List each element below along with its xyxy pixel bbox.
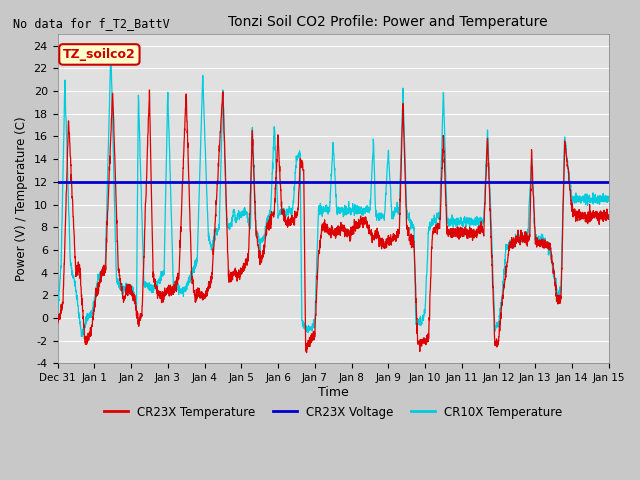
Y-axis label: Power (V) / Temperature (C): Power (V) / Temperature (C) bbox=[15, 117, 28, 281]
Title: Tonzi Soil CO2 Profile: Power and Temperature: Tonzi Soil CO2 Profile: Power and Temper… bbox=[228, 15, 548, 29]
X-axis label: Time: Time bbox=[318, 386, 349, 399]
Text: TZ_soilco2: TZ_soilco2 bbox=[63, 48, 136, 61]
Legend: CR23X Temperature, CR23X Voltage, CR10X Temperature: CR23X Temperature, CR23X Voltage, CR10X … bbox=[99, 401, 567, 423]
Text: No data for f_T2_BattV: No data for f_T2_BattV bbox=[13, 17, 170, 30]
